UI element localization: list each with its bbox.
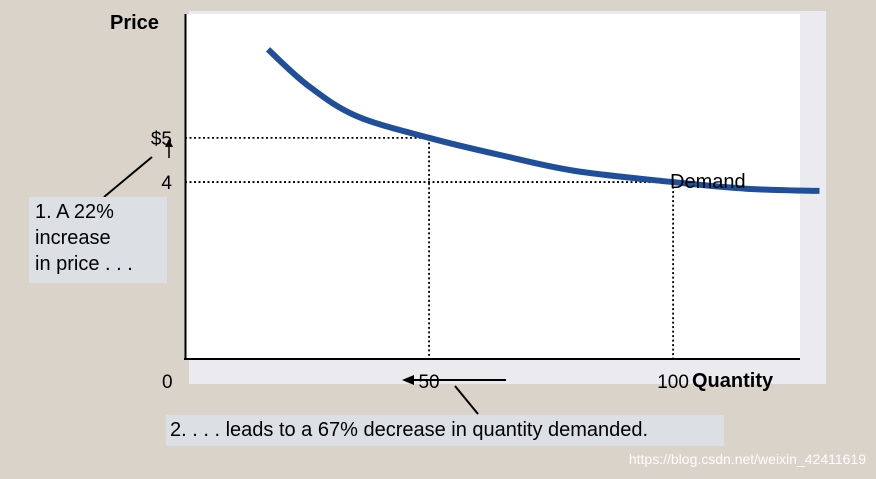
watermark-text: https://blog.csdn.net/weixin_42411619 <box>628 451 866 467</box>
callout-1-line: 1. A 22% <box>35 201 114 223</box>
quantity-decrease-callout: 2. . . . leads to a 67% decrease in quan… <box>166 415 724 446</box>
origin-label: 0 <box>162 372 173 393</box>
demand-curve <box>265 47 820 194</box>
price-arrow-head <box>165 139 173 147</box>
demand-series-label: Demand <box>670 171 746 193</box>
y-axis-title: Price <box>110 12 159 34</box>
callout-1-line: increase <box>35 227 111 249</box>
callout-1-line: in price . . . <box>35 253 133 275</box>
callout-2-leader <box>454 385 479 415</box>
x-tick-label: 50 <box>418 372 439 393</box>
x-axis-title: Quantity <box>692 370 774 392</box>
y-tick-label: 4 <box>161 173 172 194</box>
x-tick-label: 100 <box>657 372 689 393</box>
callout-2-text: 2. . . . leads to a 67% decrease in quan… <box>170 419 649 441</box>
price-increase-callout: 1. A 22% increase in price . . . <box>29 197 167 283</box>
callout-1-leader <box>103 156 153 198</box>
quantity-arrow-head <box>402 375 414 385</box>
